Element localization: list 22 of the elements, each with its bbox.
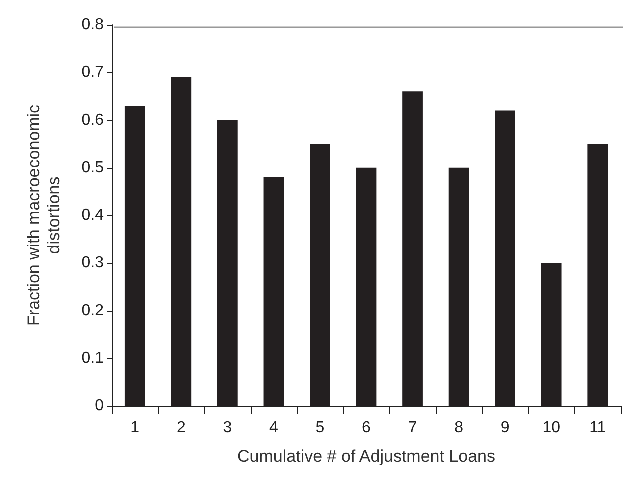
x-tick-label: 8	[454, 420, 464, 436]
x-tick-label: 4	[270, 420, 278, 436]
x-tick-label: 1	[130, 420, 140, 436]
x-tick-label: 2	[176, 420, 186, 436]
y-tick-label: 0.3	[82, 254, 104, 272]
y-tick-label: 0.8	[82, 16, 104, 34]
x-tick-label: 11	[590, 420, 606, 436]
x-tick-label: 9	[500, 420, 510, 436]
y-tick-label: 0.2	[82, 302, 104, 320]
x-tick-label: 10	[542, 420, 561, 436]
x-tick-label: 3	[223, 420, 232, 436]
x-tick-label: 6	[362, 420, 372, 436]
y-tick-label: 0.4	[82, 207, 104, 224]
x-tick-label: 5	[316, 420, 325, 436]
y-tick-label: 0.1	[82, 350, 104, 367]
y-tick-label: 0.7	[82, 64, 104, 82]
x-tick-label: 7	[408, 420, 418, 436]
y-axis-title: Fraction with macroeconomic distortions	[24, 104, 64, 326]
y-tick-label: 0.5	[82, 159, 104, 176]
x-axis-title: Cumulative # of Adjustment Loans	[238, 447, 496, 466]
y-tick-label: 0	[95, 398, 104, 414]
y-tick-label: 0.6	[82, 112, 104, 129]
